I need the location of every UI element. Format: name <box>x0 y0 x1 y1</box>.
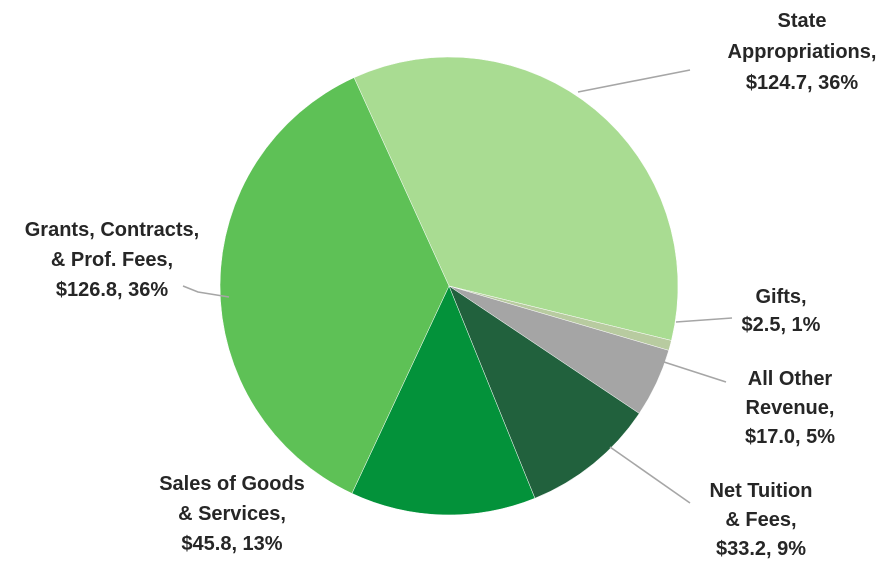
data-label-4: Net Tuition & Fees, $33.2, 9% <box>710 480 813 560</box>
data-label-line: State <box>778 10 827 32</box>
leader-line-2 <box>675 317 733 323</box>
data-label-line: & Fees, <box>725 509 796 531</box>
pie-slices <box>219 56 679 516</box>
pie-slice-state-appropriations <box>353 56 679 341</box>
data-label-line: $33.2, 9% <box>716 538 806 560</box>
data-label-line: $17.0, 5% <box>745 426 835 448</box>
data-label-5: Sales of Goods & Services, $45.8, 13% <box>159 473 305 555</box>
leader-lines <box>182 69 733 504</box>
data-label-2: Gifts, $2.5, 1% <box>742 286 821 336</box>
data-label-3: All Other Revenue, $17.0, 5% <box>745 368 835 448</box>
leader-line-3 <box>663 361 727 383</box>
leader-line-6 <box>182 285 230 298</box>
leader-line-1 <box>577 69 691 93</box>
pie-slice-net-tuition-fees <box>448 285 640 499</box>
data-label-line: $126.8, 36% <box>56 279 169 301</box>
data-label-line: Revenue, <box>746 397 835 419</box>
data-label-line: $2.5, 1% <box>742 314 821 336</box>
data-label-line: Grants, Contracts, <box>25 219 199 241</box>
data-label-line: Appropriations, <box>728 41 877 63</box>
data-label-line: Sales of Goods <box>159 473 305 495</box>
data-label-line: Net Tuition <box>710 480 813 502</box>
data-label-1: State Appropriations, $124.7, 36% <box>728 10 877 94</box>
pie-slice-grants-contracts-prof-fees <box>219 77 450 494</box>
data-label-line: All Other <box>748 368 833 390</box>
data-label-line: $45.8, 13% <box>181 533 282 555</box>
leader-line-4 <box>609 446 691 504</box>
data-label-line: & Services, <box>178 503 286 525</box>
pie-slice-sales-of-goods-services <box>351 285 536 516</box>
data-labels: State Appropriations, $124.7, 36% Gifts, $2.… <box>25 10 877 560</box>
data-label-line: Gifts, <box>755 286 806 308</box>
data-label-6: Grants, Contracts, & Prof. Fees, $126.8, 3… <box>25 219 199 301</box>
data-label-line: & Prof. Fees, <box>51 249 173 271</box>
data-label-line: $124.7, 36% <box>746 72 859 94</box>
